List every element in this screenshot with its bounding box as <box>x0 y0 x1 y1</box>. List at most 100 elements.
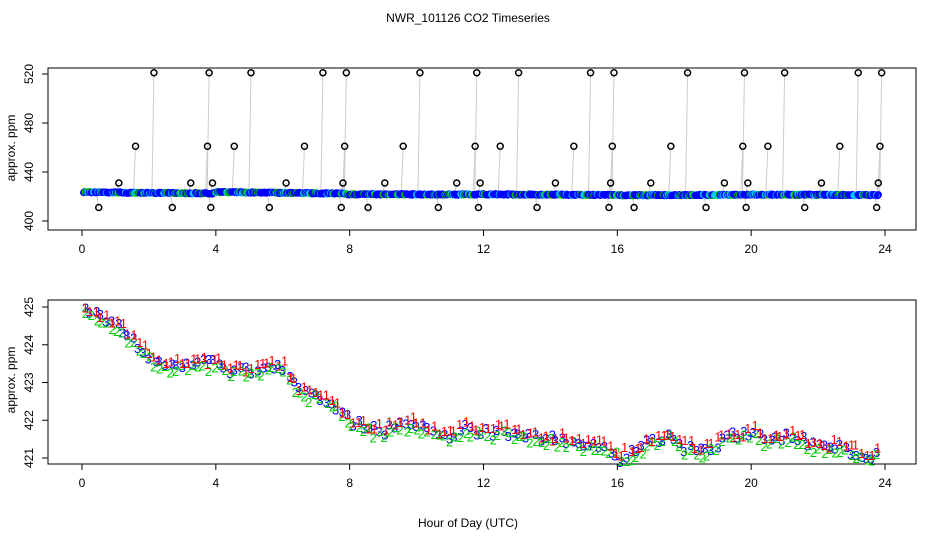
spike-point <box>230 142 238 151</box>
series-1-point: 1 <box>185 356 192 371</box>
series-1-point: 1 <box>563 431 570 446</box>
series-1-point: 1 <box>820 438 827 453</box>
spike-point <box>744 179 752 187</box>
series-1-point: 1 <box>281 354 288 369</box>
series-2-point: 2 <box>841 442 848 457</box>
spike-point <box>247 69 255 77</box>
series-1-point: 1 <box>479 420 486 435</box>
series-1-point: 1 <box>259 356 266 371</box>
series-3-point: 3 <box>123 328 130 343</box>
series-3-point: 3 <box>836 437 843 452</box>
bottom-x-tick-label: 20 <box>744 476 758 490</box>
series-1-point: 1 <box>396 415 403 430</box>
spike-point <box>683 69 692 77</box>
spike-point <box>817 179 826 187</box>
series-1-point: 1 <box>392 418 399 433</box>
series-1-point: 1 <box>221 358 228 373</box>
series-3-point: 3 <box>585 439 592 454</box>
series-1-point: 1 <box>714 429 721 444</box>
series-1-point: 1 <box>301 380 308 395</box>
series-2-point: 2 <box>247 365 254 380</box>
series-3-point: 3 <box>570 434 577 449</box>
series-1-point: 1 <box>150 350 157 365</box>
series-2-point: 2 <box>624 454 631 469</box>
series-2-point: 2 <box>431 427 438 442</box>
spike-connector <box>782 72 786 194</box>
series-2-point: 2 <box>516 429 523 444</box>
series-3-point: 3 <box>800 429 807 444</box>
series-2-point: 2 <box>639 446 646 461</box>
series-1-point: 1 <box>96 310 103 325</box>
series-1-point: 1 <box>549 433 556 448</box>
series-3-point: 3 <box>649 431 656 446</box>
series-1-point: 1 <box>498 419 505 434</box>
series-3-point: 3 <box>794 433 801 448</box>
spike-point <box>610 69 618 77</box>
series-3-point: 3 <box>532 427 539 442</box>
series-3-point: 3 <box>226 366 233 381</box>
series-1-point: 1 <box>484 421 491 436</box>
series-3-point: 3 <box>693 443 700 458</box>
series-2-point: 2 <box>543 438 550 453</box>
series-2-point: 2 <box>324 396 331 411</box>
series-3-point: 3 <box>119 326 126 341</box>
spike-connector <box>320 72 324 194</box>
series-2-point: 2 <box>457 430 464 445</box>
series-3-point: 3 <box>183 356 190 371</box>
series-3-point: 3 <box>430 423 437 438</box>
series-2-point: 2 <box>793 437 800 452</box>
series-3-point: 3 <box>628 442 635 457</box>
series-2-point: 2 <box>506 425 513 440</box>
series-3-point: 3 <box>419 417 426 432</box>
series-2-point: 2 <box>404 425 411 440</box>
series-2-point: 2 <box>605 446 612 461</box>
series-2-point: 2 <box>280 364 287 379</box>
series-2-point: 2 <box>613 445 620 460</box>
series-1-point: 1 <box>382 422 389 437</box>
series-1-point: 1 <box>756 425 763 440</box>
series-2-point: 2 <box>418 427 425 442</box>
series-1-point: 1 <box>852 438 859 453</box>
spike-point <box>533 203 541 212</box>
series-3-point: 3 <box>816 436 823 451</box>
series-1-point: 1 <box>718 427 725 442</box>
series-2-point: 2 <box>268 360 275 375</box>
series-1-point: 1 <box>103 307 110 322</box>
series-2-point: 2 <box>644 438 651 453</box>
top-x-tick-label: 24 <box>878 242 892 256</box>
series-1-point: 1 <box>591 434 598 449</box>
series-3-point: 3 <box>194 354 201 369</box>
series-3-point: 3 <box>505 429 512 444</box>
series-2-point: 2 <box>868 454 875 469</box>
series-3-point: 3 <box>435 428 442 443</box>
series-3-point: 3 <box>115 316 122 331</box>
spike-point <box>342 69 351 77</box>
spike-connector <box>248 72 252 194</box>
series-3-point: 3 <box>745 428 752 443</box>
spike-point <box>570 142 578 151</box>
series-3-point: 3 <box>356 413 363 428</box>
series-1-point: 1 <box>538 430 545 445</box>
series-3-point: 3 <box>670 432 677 447</box>
spike-point <box>131 142 140 151</box>
series-1-point: 1 <box>836 434 843 449</box>
series-1-point: 1 <box>621 440 628 455</box>
spike-point <box>605 203 613 212</box>
series-1-point: 1 <box>227 361 234 376</box>
spike-connector <box>283 182 287 194</box>
series-3-point: 3 <box>237 360 244 375</box>
series-1-point: 1 <box>596 433 603 448</box>
series-2-point: 2 <box>156 361 163 376</box>
series-1-point: 1 <box>681 433 688 448</box>
series-3-point: 3 <box>616 455 623 470</box>
spike-point <box>764 142 772 151</box>
series-2-point: 2 <box>790 430 797 445</box>
series-2-point: 2 <box>98 316 105 331</box>
series-1-point: 1 <box>848 437 855 452</box>
bottom-y-tick-label: 424 <box>22 334 36 354</box>
spike-point <box>186 179 195 187</box>
series-2-point: 2 <box>228 369 235 384</box>
series-1-point: 1 <box>248 361 255 376</box>
series-2-point: 2 <box>693 447 700 462</box>
series-2-point: 2 <box>798 437 805 452</box>
